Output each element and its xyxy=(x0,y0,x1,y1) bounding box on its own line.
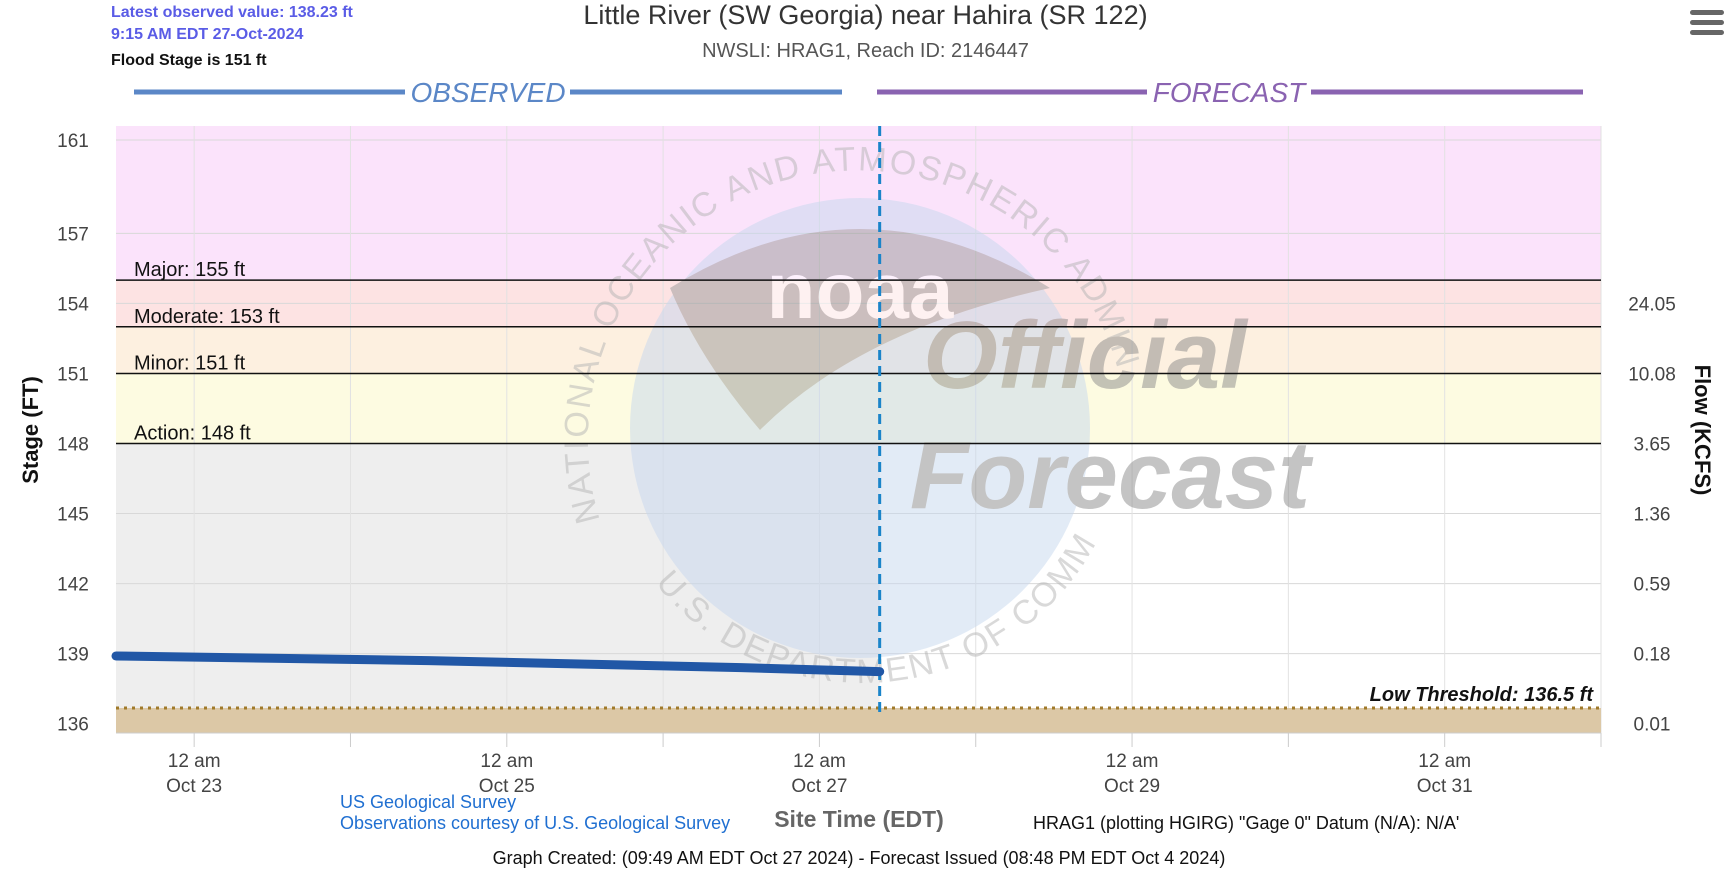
flow-tick-label: 10.08 xyxy=(1628,364,1676,385)
flow-tick-label: 1.36 xyxy=(1634,505,1671,526)
x-tick-label: 12 am xyxy=(168,751,221,772)
normal-band xyxy=(116,443,1601,733)
major-stage-label: Major: 155 ft xyxy=(134,259,246,281)
flow-tick-label: 0.18 xyxy=(1634,645,1671,666)
observed-label: OBSERVED xyxy=(410,77,565,108)
x-axis-title: Site Time (EDT) xyxy=(774,806,944,832)
noaa-watermark: NATIONAL OCEANIC AND ATMOSPHERIC ADMINIS… xyxy=(0,0,1314,691)
y-tick-label: 157 xyxy=(57,224,89,245)
y-axis-title: Stage (FT) xyxy=(18,376,43,484)
low-threshold-label: Low Threshold: 136.5 ft xyxy=(1370,684,1595,706)
moderate-stage-label: Moderate: 153 ft xyxy=(134,306,280,328)
y-tick-label: 142 xyxy=(57,575,89,596)
minor-stage-label: Minor: 151 ft xyxy=(134,352,246,374)
flow-tick-label: 0.59 xyxy=(1634,575,1671,596)
x-tick-label: 12 am xyxy=(1106,751,1159,772)
latest-observed-time: 9:15 AM EDT 27-Oct-2024 xyxy=(111,26,304,43)
latest-observed-value: Latest observed value: 138.23 ft xyxy=(111,4,353,21)
x-tick-date: Oct 23 xyxy=(166,776,222,797)
usgs-courtesy-link[interactable]: Observations courtesy of U.S. Geological… xyxy=(340,813,730,833)
forecast-label: FORECAST xyxy=(1153,77,1307,108)
page-subtitle: NWSLI: HRAG1, Reach ID: 2146447 xyxy=(702,40,1029,62)
page-title: Little River (SW Georgia) near Hahira (S… xyxy=(583,0,1148,30)
x-tick-label: 12 am xyxy=(1418,751,1471,772)
y-tick-label: 161 xyxy=(57,131,89,152)
flow-tick-label: 24.05 xyxy=(1628,294,1676,315)
flood-stage-note: Flood Stage is 151 ft xyxy=(111,52,267,69)
x-tick-date: Oct 31 xyxy=(1417,776,1473,797)
x-tick-label: 12 am xyxy=(480,751,533,772)
noaa-logo-text: noaa xyxy=(767,246,954,335)
seal-text-top: NATIONAL OCEANIC AND ATMOSPHERIC ADMINIS… xyxy=(0,0,1147,528)
moderate-band xyxy=(116,280,1601,327)
y-tick-label: 136 xyxy=(57,715,89,736)
watermark-forecast: Forecast xyxy=(910,422,1314,529)
usgs-link[interactable]: US Geological Survey xyxy=(340,792,516,812)
x-tick-date: Oct 27 xyxy=(791,776,847,797)
noaa-bird-icon xyxy=(670,229,1050,430)
flow-tick-label: 0.01 xyxy=(1634,715,1671,736)
noaa-seal-icon xyxy=(630,198,1090,658)
datum-note: HRAG1 (plotting HGIRG) "Gage 0" Datum (N… xyxy=(1033,813,1459,833)
y2-axis-title: Flow (KCFS) xyxy=(1690,365,1715,496)
x-tick-date: Oct 29 xyxy=(1104,776,1160,797)
seal-text-bottom: U.S. DEPARTMENT OF COMMERCE xyxy=(0,0,1102,691)
low-threshold-band xyxy=(116,707,1601,733)
forecast-normal-band xyxy=(879,443,1601,712)
y-tick-label: 154 xyxy=(57,294,89,315)
x-tick-label: 12 am xyxy=(793,751,846,772)
major-band xyxy=(116,126,1601,281)
x-tick-date: Oct 25 xyxy=(479,776,535,797)
observed-stage-line xyxy=(111,651,885,677)
graph-created-note: Graph Created: (09:49 AM EDT Oct 27 2024… xyxy=(493,848,1226,868)
y-tick-label: 151 xyxy=(57,364,89,385)
action-stage-label: Action: 148 ft xyxy=(134,423,251,445)
watermark-official: Official xyxy=(923,302,1249,409)
flow-tick-label: 3.65 xyxy=(1634,435,1671,456)
y-tick-label: 145 xyxy=(57,505,89,526)
minor-band xyxy=(116,326,1601,374)
y-tick-label: 148 xyxy=(57,435,89,456)
y-tick-label: 139 xyxy=(57,645,89,666)
hamburger-menu-icon[interactable] xyxy=(1690,8,1724,38)
action-band xyxy=(116,373,1601,444)
